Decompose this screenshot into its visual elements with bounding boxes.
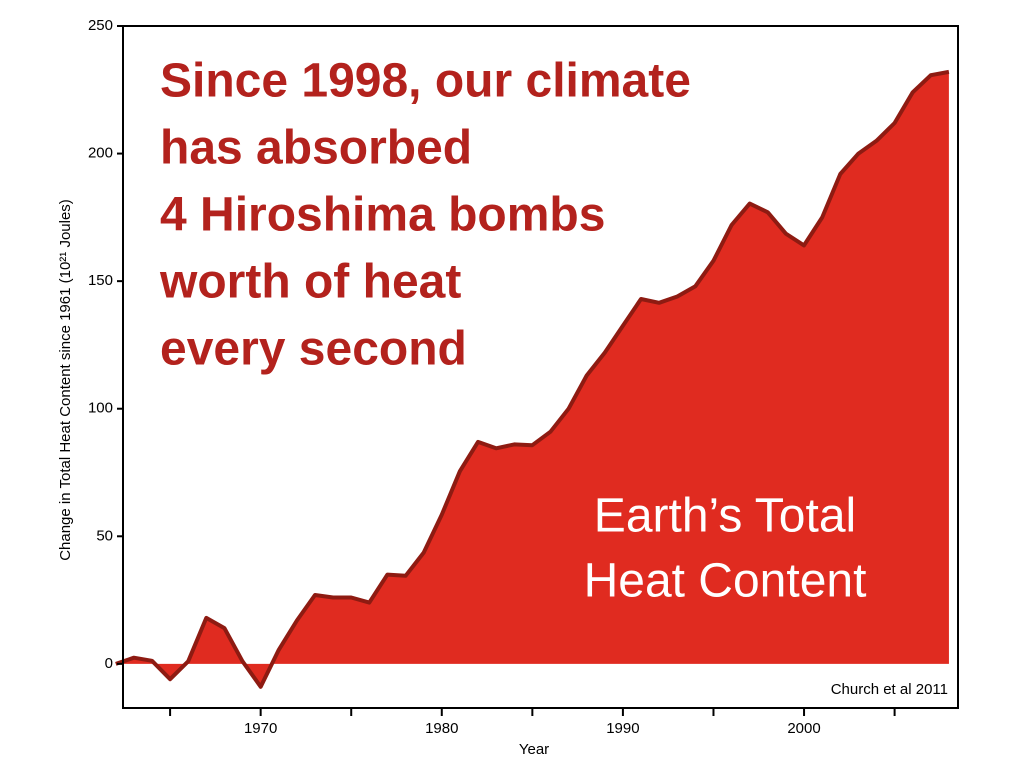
area bbox=[115, 71, 949, 687]
x-tick-label: 1980 bbox=[425, 720, 458, 737]
headline-line: Since 1998, our climate bbox=[160, 55, 691, 108]
headline-line: has absorbed bbox=[160, 122, 472, 175]
line bbox=[115, 69, 950, 689]
x-axis-label: Year bbox=[519, 741, 549, 758]
x-tick-label: 2000 bbox=[787, 720, 820, 737]
source-note: Church et al 2011 bbox=[831, 681, 948, 698]
headline-line: every second bbox=[160, 323, 467, 376]
y-tick-label: 50 bbox=[96, 527, 113, 544]
y-tick-label: 200 bbox=[88, 145, 113, 162]
y-tick-label: 100 bbox=[88, 400, 113, 417]
y-tick-label: 250 bbox=[88, 17, 113, 34]
y-tick-label: 150 bbox=[88, 272, 113, 289]
y-axis-label: Change in Total Heat Content since 1961 … bbox=[57, 199, 74, 561]
y-tick-label: 0 bbox=[105, 655, 113, 672]
headline-line: worth of heat bbox=[159, 256, 461, 309]
x-tick-label: 1990 bbox=[606, 720, 639, 737]
x-tick-label: 1970 bbox=[244, 720, 277, 737]
plot-frame bbox=[122, 25, 959, 709]
headline-line: 4 Hiroshima bombs bbox=[160, 189, 605, 242]
area-label: Earth’s Total bbox=[594, 490, 856, 543]
area-label: Heat Content bbox=[584, 555, 867, 608]
